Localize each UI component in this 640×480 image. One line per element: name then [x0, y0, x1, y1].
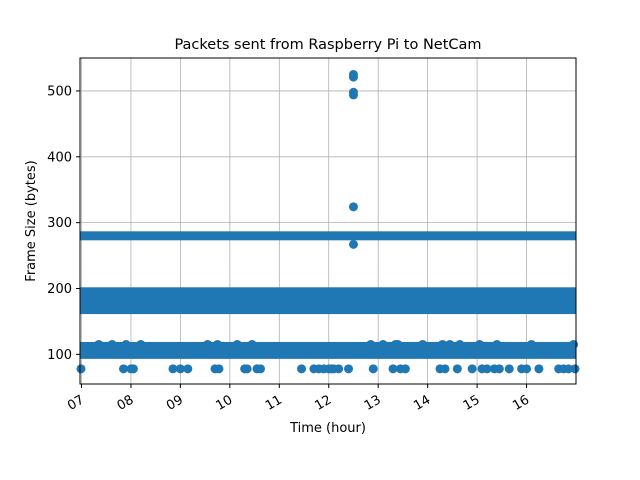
data-point [348, 90, 358, 100]
data-point [348, 202, 358, 212]
data-point [445, 339, 455, 349]
data-point [388, 364, 398, 374]
data-point [570, 364, 580, 374]
data-point [378, 339, 388, 349]
data-point [440, 364, 450, 374]
data-point [475, 339, 485, 349]
x-tick-label: 10 [214, 393, 236, 414]
chart-title: Packets sent from Raspberry Pi to NetCam [174, 37, 481, 53]
data-point [168, 364, 178, 374]
x-tick-label: 13 [362, 393, 384, 414]
data-point [393, 339, 403, 349]
data-point [418, 339, 428, 349]
point-layer [76, 69, 580, 374]
data-point [564, 364, 574, 374]
data-point [242, 364, 252, 374]
data-band [80, 341, 576, 359]
data-point [526, 339, 536, 349]
data-point [297, 364, 307, 374]
data-point [232, 339, 242, 349]
y-tick-label: 500 [47, 84, 72, 99]
data-point [494, 364, 504, 374]
data-point [348, 72, 358, 82]
y-tick-label: 400 [47, 150, 72, 165]
data-point [203, 339, 213, 349]
data-point [175, 364, 185, 374]
data-point [400, 364, 410, 374]
x-tick-label: 14 [411, 393, 433, 414]
data-point [121, 339, 131, 349]
tick-layer: 07 08 09 10 11 12 13 14 15 16 100 200 300 400 500 [47, 84, 532, 413]
data-point [214, 364, 224, 374]
data-point [467, 364, 477, 374]
data-point [492, 339, 502, 349]
data-point [128, 364, 138, 374]
y-tick-label: 300 [47, 216, 72, 231]
x-tick-label: 11 [263, 393, 285, 414]
data-point [94, 339, 104, 349]
data-point [437, 339, 447, 349]
x-tick-label: 12 [312, 393, 334, 414]
data-point [136, 339, 146, 349]
x-tick-label: 07 [65, 393, 87, 414]
plot-area [80, 58, 576, 384]
data-point [504, 364, 514, 374]
data-point [107, 339, 117, 349]
plot-frame [79, 57, 577, 385]
data-band [80, 231, 576, 241]
data-band [80, 287, 576, 315]
data-point [569, 339, 579, 349]
data-point [344, 364, 354, 374]
x-tick-label: 08 [115, 393, 137, 414]
x-tick-label: 16 [510, 393, 532, 414]
data-point [366, 339, 376, 349]
data-point [368, 364, 378, 374]
data-point [452, 364, 462, 374]
data-point [183, 364, 193, 374]
data-point [482, 364, 492, 374]
x-axis-label: Time (hour) [289, 421, 366, 436]
y-axis-label: Frame Size (bytes) [24, 160, 39, 281]
data-point [119, 364, 129, 374]
data-point [76, 364, 86, 374]
x-tick-label: 15 [461, 393, 483, 414]
data-point [534, 364, 544, 374]
x-tick-label: 09 [164, 393, 186, 414]
data-point [247, 339, 257, 349]
data-point [212, 339, 222, 349]
y-tick-label: 200 [47, 282, 72, 297]
data-point [334, 364, 344, 374]
data-point [348, 239, 358, 249]
y-tick-label: 100 [47, 348, 72, 363]
data-point [255, 364, 265, 374]
data-point [522, 364, 532, 374]
data-point [455, 339, 465, 349]
